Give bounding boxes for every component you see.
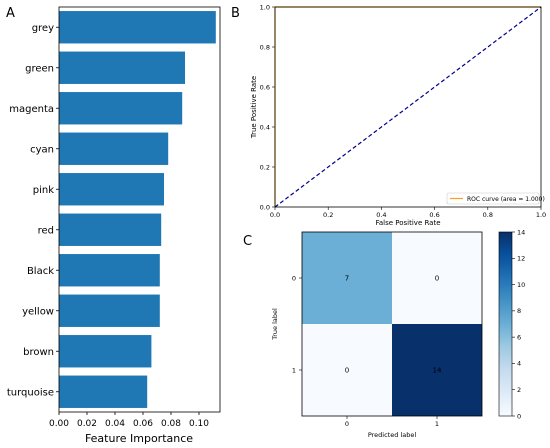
panel-letter-a: A bbox=[6, 6, 15, 21]
colorbar-tick-label: 6 bbox=[517, 333, 521, 341]
cell-value-label: 0 bbox=[435, 275, 439, 283]
roc-y-axis-label: True Positive Rate bbox=[250, 76, 258, 139]
feature-importance-category-labels: grey green magenta cyan pink red Black yellow br… bbox=[7, 23, 59, 398]
x-tick-label: 0.06 bbox=[133, 419, 153, 429]
colorbar-tick-label: 14 bbox=[517, 228, 525, 236]
x-tick-label: 0.04 bbox=[105, 419, 125, 429]
y-tick-label: 0 bbox=[292, 274, 296, 282]
y-tick-label: 0.8 bbox=[260, 43, 270, 51]
x-tick-label: 0 bbox=[345, 420, 349, 428]
bar-black bbox=[59, 254, 160, 287]
panel-c: C 7 00 14 0 101 Predicted label True label … bbox=[243, 228, 525, 439]
colorbar-ticks: 0 2 4 6 8 10 12 14 bbox=[512, 228, 525, 420]
y-tick-label: 0.2 bbox=[260, 163, 270, 171]
bar-brown bbox=[59, 335, 152, 368]
category-label: pink bbox=[33, 185, 54, 196]
roc-legend: ROC curve (area = 1.000) bbox=[446, 192, 545, 205]
panel-b: B 0.0 0.2 0.4 0.6 0.8 1.0 0.0 0.2 0.4 0.6 0.8 1.0 R… bbox=[231, 3, 546, 227]
matrix-cell bbox=[302, 324, 392, 416]
y-tick-label: 1.0 bbox=[260, 3, 270, 11]
x-tick-label: 0.00 bbox=[49, 419, 69, 429]
chance-diagonal-line bbox=[274, 6, 542, 208]
bar-turquoise bbox=[59, 375, 148, 408]
confusion-matrix-y-axis-label: True label bbox=[271, 308, 279, 341]
colorbar-tick-label: 10 bbox=[517, 281, 525, 289]
category-label: green bbox=[25, 63, 54, 74]
y-tick-label: 0.0 bbox=[260, 203, 270, 211]
category-label: cyan bbox=[30, 144, 54, 155]
x-tick-label: 0.8 bbox=[483, 211, 493, 219]
roc-legend-label: ROC curve (area = 1.000) bbox=[467, 196, 545, 203]
feature-importance-bars bbox=[59, 11, 216, 408]
bar-pink bbox=[59, 173, 164, 206]
confusion-matrix-ticks: 0 1 0 1 bbox=[292, 274, 439, 428]
category-label: Black bbox=[27, 266, 54, 277]
category-label: red bbox=[38, 225, 54, 236]
x-tick-label: 0.6 bbox=[429, 211, 439, 219]
category-label: grey bbox=[32, 23, 54, 34]
colorbar-tick-label: 4 bbox=[517, 360, 521, 368]
colorbar-tick-label: 2 bbox=[517, 386, 521, 394]
y-tick-label: 1 bbox=[292, 366, 296, 374]
category-label: brown bbox=[23, 347, 54, 358]
x-tick-label: 0.08 bbox=[161, 419, 181, 429]
matrix-cell bbox=[392, 232, 482, 324]
matrix-cell bbox=[392, 324, 482, 416]
category-label: turquoise bbox=[7, 387, 54, 398]
x-tick-label: 0.2 bbox=[323, 211, 333, 219]
bar-grey bbox=[59, 11, 216, 44]
colorbar-tick-label: 0 bbox=[517, 412, 521, 420]
colorbar-tick-label: 8 bbox=[517, 307, 521, 315]
roc-plot-frame bbox=[274, 6, 542, 208]
roc-x-axis-label: False Positive Rate bbox=[375, 219, 440, 227]
feature-importance-plot-frame bbox=[58, 6, 221, 413]
y-tick-label: 0.4 bbox=[260, 123, 270, 131]
category-label: magenta bbox=[9, 104, 54, 115]
cell-value-label: 0 bbox=[345, 367, 349, 375]
roc-axis-ticks: 0.0 0.2 0.4 0.6 0.8 1.0 0.0 0.2 0.4 0.6 0.8 1.0 bbox=[260, 3, 547, 219]
matrix-cell bbox=[302, 232, 392, 324]
colorbar bbox=[498, 231, 513, 417]
roc-legend-box bbox=[446, 192, 540, 205]
x-tick-label: 0.4 bbox=[376, 211, 386, 219]
roc-lines bbox=[274, 6, 542, 208]
feature-importance-x-ticks: 0.00 0.02 0.04 0.06 0.08 0.10 bbox=[49, 412, 209, 429]
cell-value-label: 7 bbox=[345, 275, 349, 283]
panel-letter-b: B bbox=[231, 6, 240, 21]
x-tick-label: 0.10 bbox=[189, 419, 209, 429]
bar-green bbox=[59, 51, 185, 84]
feature-importance-x-axis-label: Feature Importance bbox=[85, 432, 193, 445]
bar-yellow bbox=[59, 294, 160, 327]
x-tick-label: 0.02 bbox=[77, 419, 97, 429]
x-tick-label: 0.0 bbox=[270, 211, 280, 219]
colorbar-tick-label: 12 bbox=[517, 255, 525, 263]
panel-letter-c: C bbox=[243, 234, 252, 249]
bar-red bbox=[59, 213, 162, 246]
panel-a: A grey green magenta cyan pink red Black yellow… bbox=[6, 6, 221, 445]
confusion-matrix-cells: 7 0 0 14 bbox=[302, 232, 482, 416]
bar-cyan bbox=[59, 132, 169, 165]
confusion-matrix-x-axis-label: Predicted label bbox=[368, 431, 416, 439]
confusion-matrix-frame bbox=[301, 231, 483, 417]
bar-magenta bbox=[59, 92, 183, 125]
y-tick-label: 0.6 bbox=[260, 83, 270, 91]
x-tick-label: 1 bbox=[435, 420, 439, 428]
category-label: yellow bbox=[22, 306, 54, 317]
x-tick-label: 1.0 bbox=[536, 211, 546, 219]
cell-value-label: 14 bbox=[433, 367, 442, 375]
